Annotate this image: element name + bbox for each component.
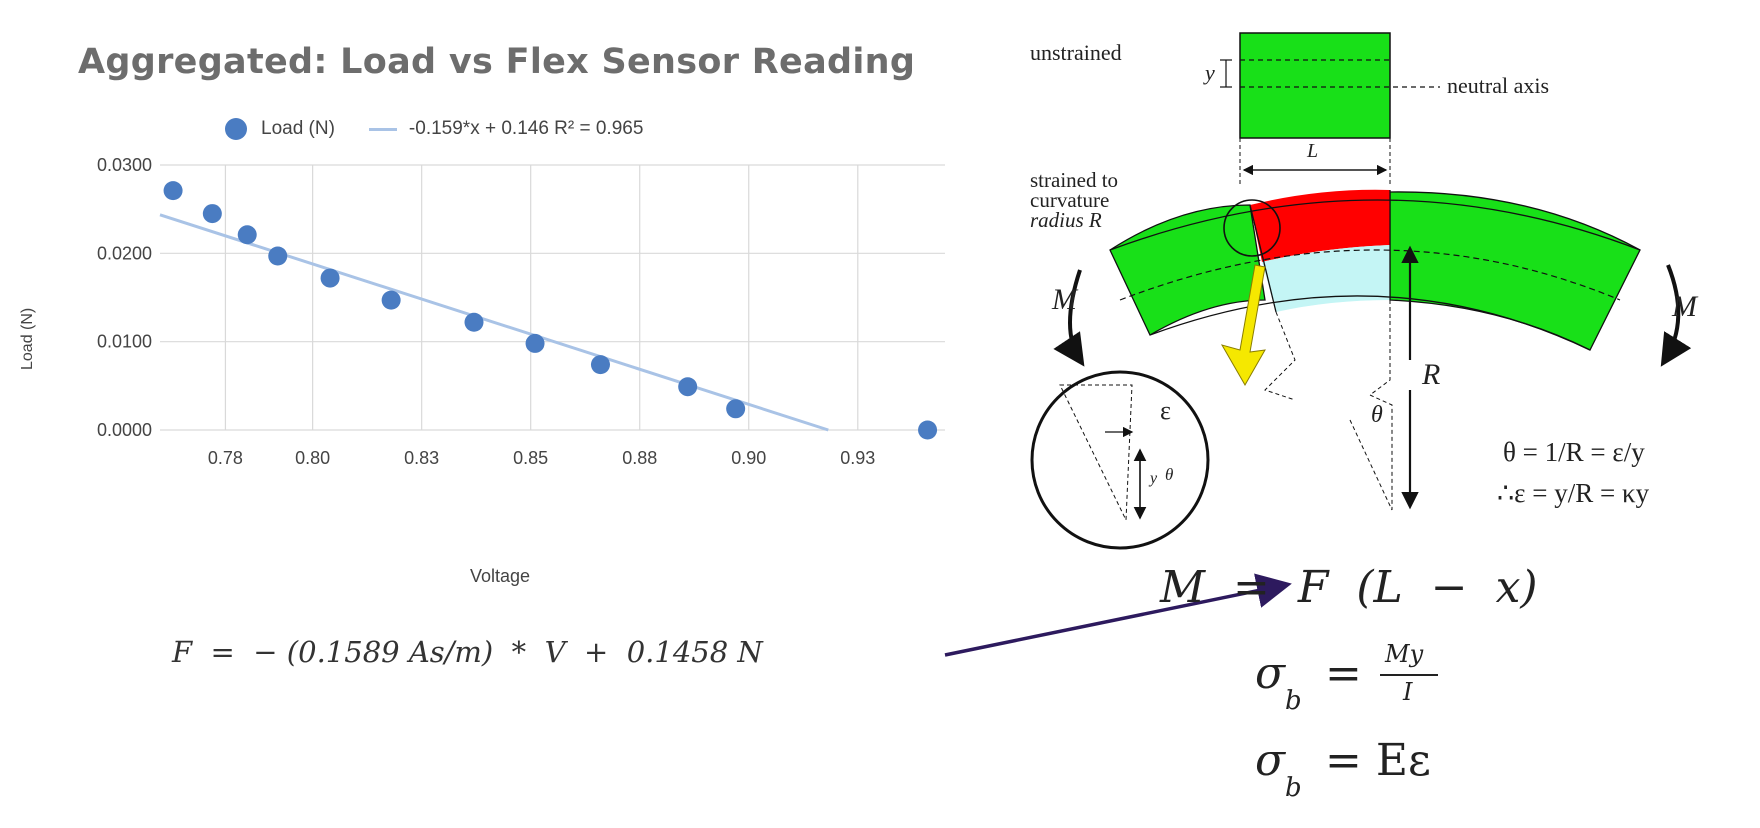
x-tick-label: 0.90 xyxy=(731,448,766,468)
radius-left-dashed xyxy=(1264,311,1296,401)
y-tick-label: 0.0100 xyxy=(97,332,152,352)
section-line-left xyxy=(1249,204,1277,313)
data-point xyxy=(237,225,257,245)
moment-equation: M = F (L − x) xyxy=(1160,562,1538,613)
zoom-circle-small xyxy=(1223,199,1281,257)
data-point xyxy=(726,399,746,419)
x-tick-label: 0.85 xyxy=(513,448,548,468)
data-point xyxy=(202,204,222,224)
data-point xyxy=(918,420,938,440)
radius-right-dashed xyxy=(1369,300,1393,510)
moment-label-left: M xyxy=(1052,283,1077,316)
fraction-numerator: My xyxy=(1385,640,1424,668)
theta-ray xyxy=(1349,419,1393,511)
curvature-equation-2: ∴ε = y/R = κy xyxy=(1497,478,1650,508)
sigma-symbol-2: σ xyxy=(1255,735,1286,786)
inset-epsilon-label: ε xyxy=(1160,396,1171,425)
x-tick-label: 0.80 xyxy=(295,448,330,468)
moment-arrow-right xyxy=(1660,264,1692,367)
moment-label-right: M xyxy=(1672,290,1697,323)
fraction-denominator: I xyxy=(1403,678,1413,706)
chart-legend: Load (N) -0.159*x + 0.146 R² = 0.965 xyxy=(225,114,643,144)
x-tick-labels: 0.78 0.80 0.83 0.85 0.88 0.90 0.93 xyxy=(208,448,875,468)
y-tick-label: 0.0300 xyxy=(97,155,152,175)
strained-region-top xyxy=(1250,189,1390,262)
zoom-circle-inset xyxy=(1030,370,1210,550)
strained-label-line1: strained to xyxy=(1030,168,1119,192)
sigma-subscript-2: b xyxy=(1285,773,1302,803)
sigma-subscript: b xyxy=(1285,686,1302,716)
legend-label-trendline: -0.159*x + 0.146 R² = 0.965 xyxy=(408,118,644,139)
calibration-formula: F = − (0.1589 As/m) * V + 0.1458 N xyxy=(172,635,763,669)
x-tick-label: 0.83 xyxy=(404,448,439,468)
inset-theta-label: θ xyxy=(1165,465,1174,484)
x-tick-label: 0.78 xyxy=(208,448,243,468)
inset-y-label: y xyxy=(1150,470,1158,487)
curved-beam-left xyxy=(1109,204,1266,336)
data-point xyxy=(268,246,288,266)
theta-label: θ xyxy=(1371,402,1383,428)
curvature-equation-1: θ = 1/R = ε/y xyxy=(1503,437,1645,467)
radius-label: R xyxy=(1422,358,1441,391)
sigma-symbol: σ xyxy=(1255,648,1286,699)
y-tick-labels: 0.0000 0.0100 0.0200 0.0300 xyxy=(97,155,152,440)
y-tick-label: 0.0200 xyxy=(97,243,152,263)
data-point xyxy=(525,333,545,353)
strained-region-bottom xyxy=(1262,245,1390,312)
data-point xyxy=(464,312,484,332)
data-point xyxy=(381,290,401,310)
y-label: y xyxy=(1205,60,1215,85)
legend-marker-trendline xyxy=(368,127,397,131)
legend-marker-points xyxy=(225,118,247,140)
strained-label-line3: radius R xyxy=(1030,208,1102,232)
moment-arrow-left xyxy=(1053,269,1085,367)
curved-beam-right xyxy=(1389,191,1641,351)
data-points xyxy=(163,181,938,440)
beam-outline-top xyxy=(1109,199,1641,251)
x-axis-label: Voltage xyxy=(470,566,531,586)
data-point xyxy=(590,355,610,375)
data-point xyxy=(320,268,340,288)
trendline-group xyxy=(159,213,829,432)
data-point xyxy=(163,181,183,201)
x-tick-label: 0.93 xyxy=(840,448,875,468)
hooke-rhs: = Eε xyxy=(1325,735,1431,786)
unstrained-block xyxy=(1239,32,1391,139)
grid-lines xyxy=(160,164,945,431)
scatter-plot: 0.0000 0.0100 0.0200 0.0300 0.78 0.80 0.83 0.8… xyxy=(97,155,945,468)
beam-outline-bottom xyxy=(1149,295,1591,351)
zoom-yellow-arrow xyxy=(1220,264,1266,387)
x-tick-label: 0.88 xyxy=(622,448,657,468)
unstrained-label: unstrained xyxy=(1030,40,1122,65)
fraction-bar xyxy=(1380,674,1438,676)
l-label: L xyxy=(1307,140,1319,162)
trendline xyxy=(159,213,829,432)
data-point xyxy=(678,377,698,397)
chart-title: Aggregated: Load vs Flex Sensor Reading xyxy=(78,42,916,82)
beam-neutral-axis xyxy=(1119,249,1621,301)
legend-label-points: Load (N) xyxy=(261,118,335,139)
y-tick-label: 0.0000 xyxy=(97,420,152,440)
neutral-axis-label: neutral axis xyxy=(1447,73,1550,98)
equals-sign: = xyxy=(1325,648,1362,699)
beam-bending-diagram xyxy=(1030,32,1692,550)
inset-wedge xyxy=(1059,384,1133,521)
bending-stress-equation: σ b = My I xyxy=(1255,640,1455,720)
hooke-stress-equation: σ b = Eε xyxy=(1255,735,1495,815)
strained-label-line2: curvature xyxy=(1030,188,1110,212)
